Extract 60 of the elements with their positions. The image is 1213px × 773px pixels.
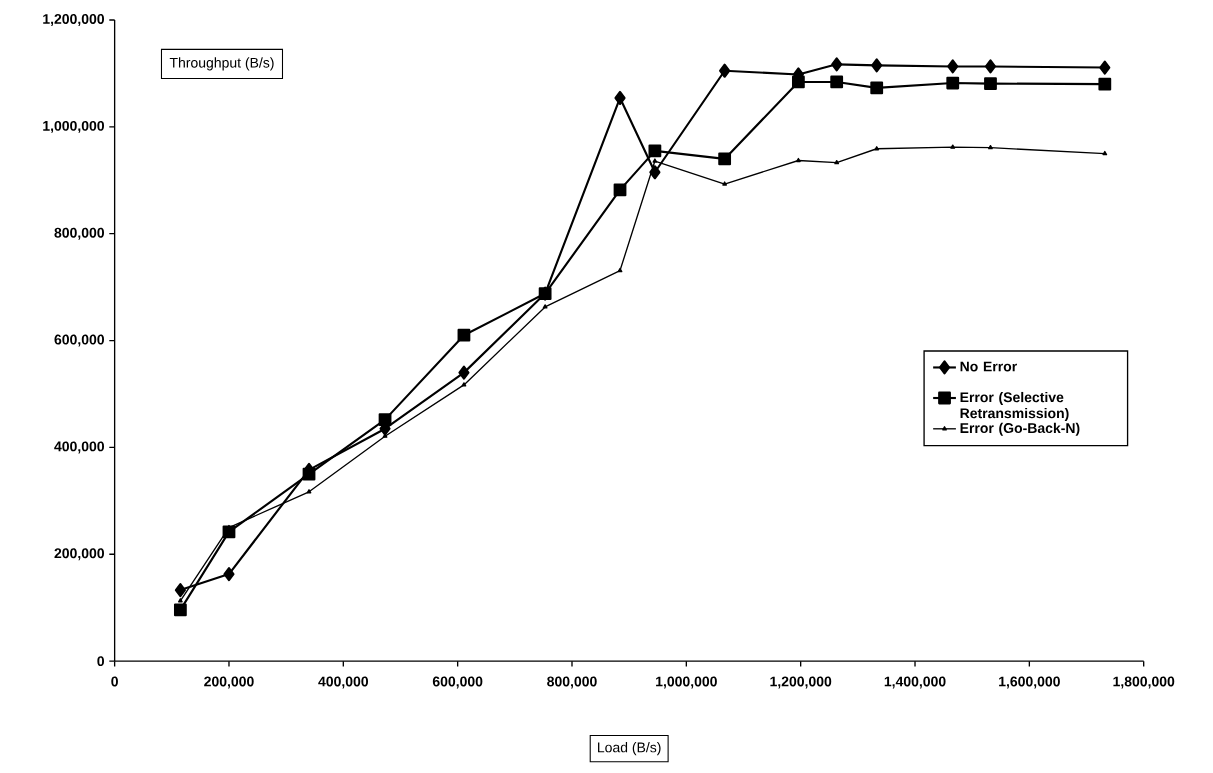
x-tick-label: 1,800,000 <box>1113 676 1175 689</box>
legend-label: Error (Selective Retransmission) <box>960 391 1069 421</box>
point <box>834 159 840 165</box>
point <box>223 566 235 582</box>
x-tick-label: 1,200,000 <box>770 676 832 689</box>
point <box>617 267 623 273</box>
point <box>614 90 626 106</box>
y-tick-label: 400,000 <box>54 441 105 454</box>
point <box>1099 60 1111 75</box>
point <box>458 365 470 380</box>
point <box>870 81 884 95</box>
point <box>722 181 728 186</box>
point <box>791 75 805 89</box>
point <box>173 603 187 617</box>
point <box>648 144 662 158</box>
x-tick-label: 600,000 <box>432 676 483 689</box>
point <box>1098 77 1112 91</box>
point <box>830 75 844 89</box>
point <box>988 144 993 150</box>
point <box>795 157 801 163</box>
point <box>174 582 186 598</box>
point <box>542 304 548 309</box>
legend-label: No Error <box>960 361 1017 372</box>
point <box>649 165 661 180</box>
x-tick-label: 0 <box>111 676 118 687</box>
point <box>719 63 731 78</box>
x-tick-label: 1,600,000 <box>999 676 1060 689</box>
x-axis-title: Load (B/s) <box>598 742 661 756</box>
point <box>874 146 880 151</box>
point <box>950 144 956 149</box>
y-tick-label: 600,000 <box>54 334 105 347</box>
point <box>457 328 471 342</box>
point <box>984 59 997 74</box>
point <box>946 76 960 90</box>
x-tick-label: 400,000 <box>318 676 369 689</box>
y-tick-label: 1,200,000 <box>43 13 105 26</box>
x-tick-label: 1,400,000 <box>884 676 946 689</box>
point <box>613 183 627 197</box>
y-axis-title: Throughput (B/s) <box>169 57 274 71</box>
y-tick-label: 0 <box>97 656 105 667</box>
point <box>302 467 316 481</box>
point <box>382 433 388 438</box>
x-tick-label: 1,000,000 <box>656 676 717 689</box>
y-tick-label: 200,000 <box>54 548 105 561</box>
point <box>718 152 732 166</box>
point <box>984 77 997 90</box>
point <box>652 158 658 163</box>
legend-label: Error (Go-Back-N) <box>960 422 1080 436</box>
point <box>461 382 467 387</box>
point <box>1102 150 1108 156</box>
point <box>871 58 883 73</box>
point <box>177 598 183 603</box>
x-tick-label: 200,000 <box>204 676 254 689</box>
y-tick-label: 800,000 <box>54 227 105 240</box>
point <box>947 59 959 74</box>
y-tick-label: 1,000,000 <box>43 120 105 133</box>
point <box>831 57 843 72</box>
point <box>306 489 312 494</box>
x-tick-label: 800,000 <box>547 676 597 689</box>
point <box>378 413 392 426</box>
